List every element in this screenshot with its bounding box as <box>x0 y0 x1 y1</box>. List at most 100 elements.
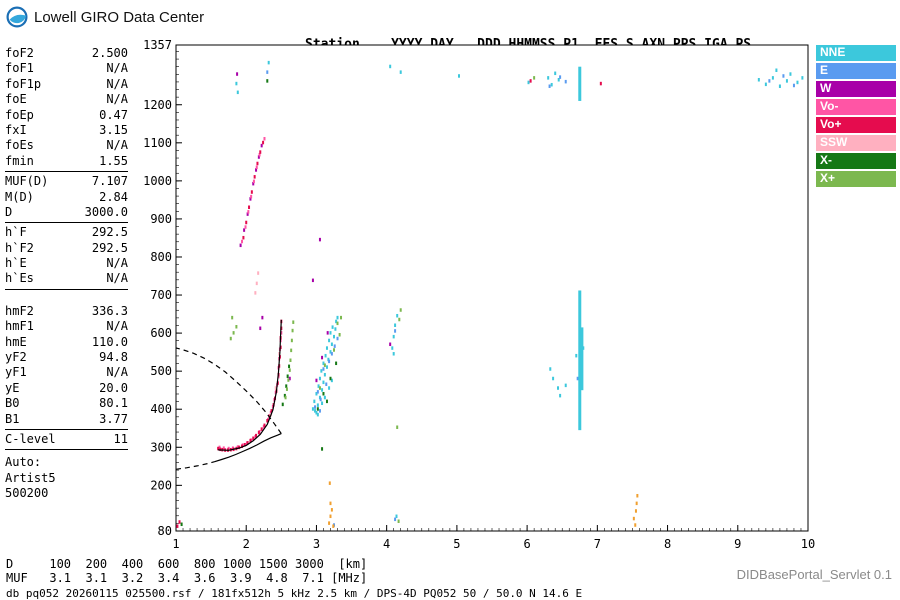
param-label: h`Es <box>5 271 34 286</box>
param-value: 3.15 <box>99 122 128 137</box>
interference-bar <box>578 290 582 431</box>
ionogram-plot: 1357120011001000900800700600500400300200… <box>143 39 815 551</box>
muf-row: MUF 3.1 3.1 3.2 3.4 3.6 3.9 4.8 7.1 [MHz… <box>6 571 368 585</box>
param-value: 20.0 <box>99 380 128 395</box>
y-tick-label: 900 <box>150 212 172 226</box>
x-tick-label: 5 <box>453 537 460 551</box>
param-label: M(D) <box>5 189 34 204</box>
legend-item-ssw: SSW <box>816 135 896 151</box>
legend-item-e: E <box>816 63 896 79</box>
param-value: N/A <box>106 271 128 286</box>
doppler-legend: NNE E W Vo- Vo+ SSW X- X+ <box>816 45 896 189</box>
param-b0: B0 80.1 <box>5 396 128 411</box>
x-tick-label: 7 <box>594 537 601 551</box>
param-label: yF2 <box>5 350 27 365</box>
param-label: foF1p <box>5 76 42 91</box>
auto-value: Artist5 <box>5 470 56 485</box>
param-value: 7.107 <box>91 174 128 189</box>
y-tick-label: 400 <box>150 402 172 416</box>
file-info: db pq052 20260115 025500.rsf / 181fx512h… <box>6 587 583 600</box>
x-tick-label: 10 <box>801 537 815 551</box>
giro-logo-icon <box>6 6 28 28</box>
param-separator <box>5 449 128 451</box>
param-groups: foF2 2.500 foF1 N/A foF1p N/A foE N/A foEp 0.47 fx… <box>5 46 128 451</box>
param-label: hmF2 <box>5 303 34 318</box>
param-value: 3000.0 <box>84 204 128 219</box>
param-fof1: foF1 N/A <box>5 61 128 76</box>
param-value: 292.5 <box>91 225 128 240</box>
param-fmin: fmin 1.55 <box>5 154 128 169</box>
param-yf1: yF1 N/A <box>5 365 128 380</box>
param-label: hmE <box>5 334 27 349</box>
param-label: h`F2 <box>5 240 34 255</box>
param-value: N/A <box>106 256 128 271</box>
param-separator <box>5 428 128 430</box>
param-md: M(D) 2.84 <box>5 190 128 205</box>
y-tick-label: 200 <box>150 478 172 492</box>
x-tick-label: 1 <box>172 537 179 551</box>
interference-bar <box>580 327 584 391</box>
param-value: 336.3 <box>91 303 128 318</box>
legend-item-nne: NNE <box>816 45 896 61</box>
param-label: yE <box>5 380 20 395</box>
y-tick-label: 300 <box>150 440 172 454</box>
param-yf2: yF2 94.8 <box>5 350 128 365</box>
param-label: foEp <box>5 107 34 122</box>
legend-item-x: X+ <box>816 171 896 187</box>
brand-link[interactable]: Lowell GIRO Data Center <box>6 6 204 28</box>
param-value: N/A <box>106 319 128 334</box>
params-panel: foF2 2.500 foF1 N/A foF1p N/A foE N/A foEp 0.47 fx… <box>5 46 128 502</box>
fitted-trace <box>218 319 282 451</box>
x-tick-label: 3 <box>313 537 320 551</box>
param-hme: hmE 110.0 <box>5 335 128 350</box>
x-tick-label: 4 <box>383 537 390 551</box>
param-label: foF1 <box>5 61 34 76</box>
param-mufd: MUF(D) 7.107 <box>5 174 128 189</box>
param-value: 110.0 <box>91 334 128 349</box>
plot-frame <box>175 44 809 532</box>
param-value: 11 <box>113 431 128 446</box>
y-tick-label: 800 <box>150 250 172 264</box>
interference-bar <box>578 66 582 101</box>
param-label: hmF1 <box>5 319 34 334</box>
param-value: N/A <box>106 365 128 380</box>
param-hes: h`Es N/A <box>5 271 128 286</box>
param-separator <box>5 222 128 224</box>
param-hf2: h`F2 292.5 <box>5 241 128 256</box>
param-value: N/A <box>106 76 128 91</box>
legend-item-vo: Vo+ <box>816 117 896 133</box>
y-tick-label: 700 <box>150 288 172 302</box>
y-tick-label: 80 <box>158 524 172 538</box>
param-hmf2: hmF2 336.3 <box>5 304 128 319</box>
param-he: h`E N/A <box>5 256 128 271</box>
param-value: 94.8 <box>99 350 128 365</box>
legend-item-vo: Vo- <box>816 99 896 115</box>
param-label: B0 <box>5 396 20 411</box>
param-value: N/A <box>106 61 128 76</box>
param-value: 1.55 <box>99 153 128 168</box>
param-d: D 3000.0 <box>5 205 128 220</box>
param-value: 80.1 <box>99 396 128 411</box>
param-fxi: fxI 3.15 <box>5 123 128 138</box>
param-value: 2.84 <box>99 189 128 204</box>
param-value: 2.500 <box>91 46 128 60</box>
x-tick-label: 8 <box>664 537 671 551</box>
param-label: D <box>5 204 13 219</box>
y-tick-label: 1357 <box>143 39 172 52</box>
y-tick-label: 1100 <box>143 136 172 150</box>
auto-value: 500200 <box>5 486 49 501</box>
auto-label: Auto: <box>5 455 42 470</box>
param-fof2: foF2 2.500 <box>5 46 128 61</box>
param-value: N/A <box>106 138 128 153</box>
param-foes: foEs N/A <box>5 138 128 153</box>
param-value: 3.77 <box>99 411 128 426</box>
profile-topside-modeled <box>175 347 282 434</box>
param-hmf1: hmF1 N/A <box>5 319 128 334</box>
param-value: N/A <box>106 92 128 107</box>
y-tick-label: 1200 <box>143 98 172 112</box>
param-hf: h`F 292.5 <box>5 225 128 240</box>
distance-row: D 100 200 400 600 800 1000 1500 3000 [km… <box>6 557 368 571</box>
param-value: 0.47 <box>99 107 128 122</box>
x-tick-label: 9 <box>734 537 741 551</box>
param-foe: foE N/A <box>5 92 128 107</box>
